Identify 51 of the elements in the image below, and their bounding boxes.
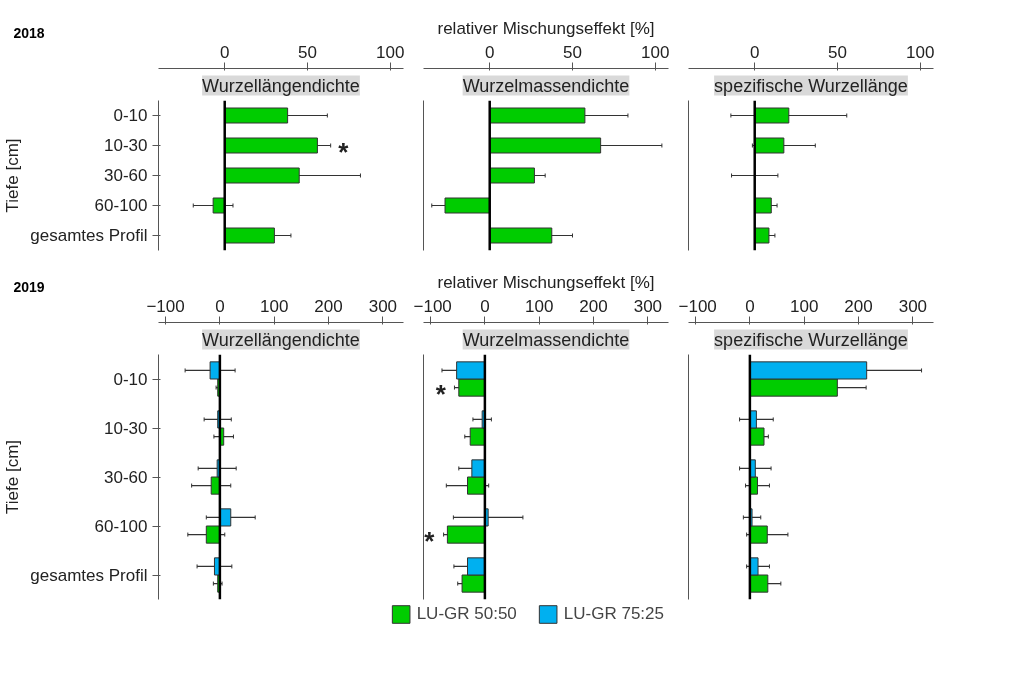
x-tick-label: 50 xyxy=(828,42,847,62)
x-tick-label: 300 xyxy=(633,296,663,316)
x-tick-label: 100 xyxy=(376,42,405,62)
x-tick-label: 50 xyxy=(563,42,582,62)
annotation: * xyxy=(424,525,436,556)
x-tick-label: −100 xyxy=(678,296,717,316)
x-tick-label: 200 xyxy=(579,296,608,316)
x-tick-label: 0 xyxy=(484,42,495,62)
x-tick-label: 300 xyxy=(368,296,398,316)
x-tick-label: 0 xyxy=(745,296,755,316)
chart-title: Wurzellängendichte xyxy=(202,329,360,350)
x-tick-label: 100 xyxy=(641,42,670,62)
y-tick-label: 0-10 xyxy=(113,106,148,125)
x-tick-label: 100 xyxy=(525,296,554,316)
x-axis-title: relativer Mischungseffekt [%] xyxy=(437,272,655,292)
x-tick-label: 200 xyxy=(314,296,343,316)
y-tick-label: 10-30 xyxy=(104,418,148,438)
y-tick-label: gesamtes Profil xyxy=(30,565,148,585)
chart-title: spezifische Wurzellänge xyxy=(714,75,908,96)
x-tick-label: 50 xyxy=(298,42,317,62)
text: 2018 xyxy=(13,24,45,41)
x-tick-label: −100 xyxy=(146,296,185,316)
chart-title: spezifische Wurzellänge xyxy=(714,329,908,350)
chart-title: Wurzellängendichte xyxy=(202,75,360,96)
x-tick-label: 0 xyxy=(749,42,760,62)
x-tick-label: −100 xyxy=(413,296,452,316)
y-axis-title: Tiefe [cm] xyxy=(3,138,23,213)
y-tick-label: 10-30 xyxy=(104,136,148,155)
y-tick-label: 0-10 xyxy=(113,369,148,389)
annotation: * xyxy=(338,136,350,167)
x-tick-label: 300 xyxy=(898,296,928,316)
x-tick-label: 0 xyxy=(219,42,230,62)
chart-title: Wurzelmassendichte xyxy=(462,75,630,96)
x-tick-label: 200 xyxy=(844,296,873,316)
y-tick-label: gesamtes Profil xyxy=(30,226,148,245)
legend-label: LU-GR 50:50 xyxy=(416,604,517,624)
x-tick-label: 100 xyxy=(260,296,289,316)
x-tick-label: 100 xyxy=(790,296,819,316)
y-axis-title: Tiefe [cm] xyxy=(3,440,23,514)
y-tick-label: 60-100 xyxy=(94,516,148,536)
y-tick-label: 60-100 xyxy=(94,196,148,215)
x-tick-label: 0 xyxy=(480,296,490,316)
x-tick-label: 100 xyxy=(906,42,935,62)
x-tick-label: 0 xyxy=(215,296,225,316)
chart-title: Wurzelmassendichte xyxy=(462,329,630,350)
x-axis-title: relativer Mischungseffekt [%] xyxy=(437,18,655,38)
annotation: * xyxy=(435,378,447,409)
y-tick-label: 30-60 xyxy=(104,467,148,487)
legend-label: LU-GR 75:25 xyxy=(563,604,664,624)
y-tick-label: 30-60 xyxy=(104,166,148,185)
text: 2019 xyxy=(13,278,45,295)
